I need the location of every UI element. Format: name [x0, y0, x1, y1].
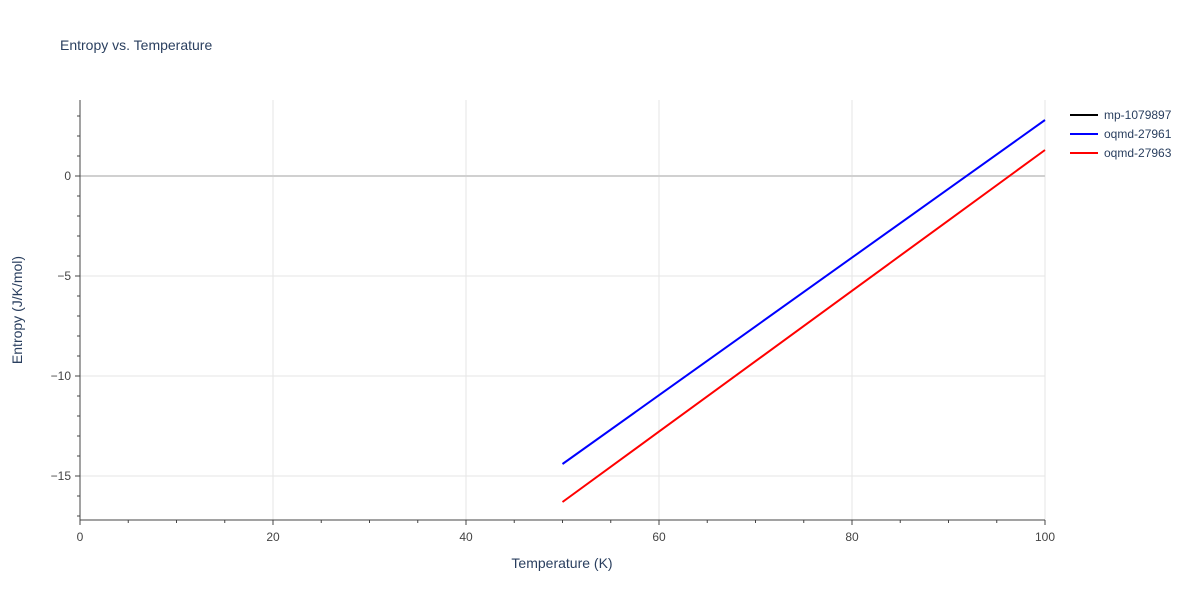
- series-line-oqmd-27963: [561, 149, 1046, 503]
- y-tick-label: −10: [51, 369, 72, 383]
- x-axis-label: Temperature (K): [511, 555, 612, 571]
- series-line-oqmd-27961: [561, 119, 1046, 465]
- x-tick-label: 0: [77, 530, 84, 544]
- y-tick-label: −5: [57, 269, 71, 283]
- x-tick-label: 20: [266, 530, 280, 544]
- legend-label: oqmd-27961: [1104, 127, 1172, 141]
- series-layer: [561, 119, 1046, 503]
- legend-item-oqmd-27963[interactable]: oqmd-27963: [1070, 146, 1172, 160]
- y-tick-label: 0: [64, 169, 71, 183]
- x-tick-label: 100: [1035, 530, 1055, 544]
- legend-item-oqmd-27961[interactable]: oqmd-27961: [1070, 127, 1172, 141]
- grid-layer: [80, 100, 1046, 520]
- legend-item-mp-1079897[interactable]: mp-1079897: [1070, 108, 1172, 122]
- x-tick-label: 60: [652, 530, 666, 544]
- y-tick-label: −15: [51, 469, 72, 483]
- legend-label: oqmd-27963: [1104, 146, 1172, 160]
- axes-layer: 0 20 40 60 80 100 −15 −10 −5 0: [51, 100, 1055, 544]
- legend-label: mp-1079897: [1104, 108, 1172, 122]
- chart-title: Entropy vs. Temperature: [60, 37, 212, 53]
- y-axis-label: Entropy (J/K/mol): [9, 256, 25, 364]
- x-tick-label: 80: [845, 530, 859, 544]
- legend[interactable]: mp-1079897 oqmd-27961 oqmd-27963: [1070, 108, 1172, 160]
- x-tick-label: 40: [459, 530, 473, 544]
